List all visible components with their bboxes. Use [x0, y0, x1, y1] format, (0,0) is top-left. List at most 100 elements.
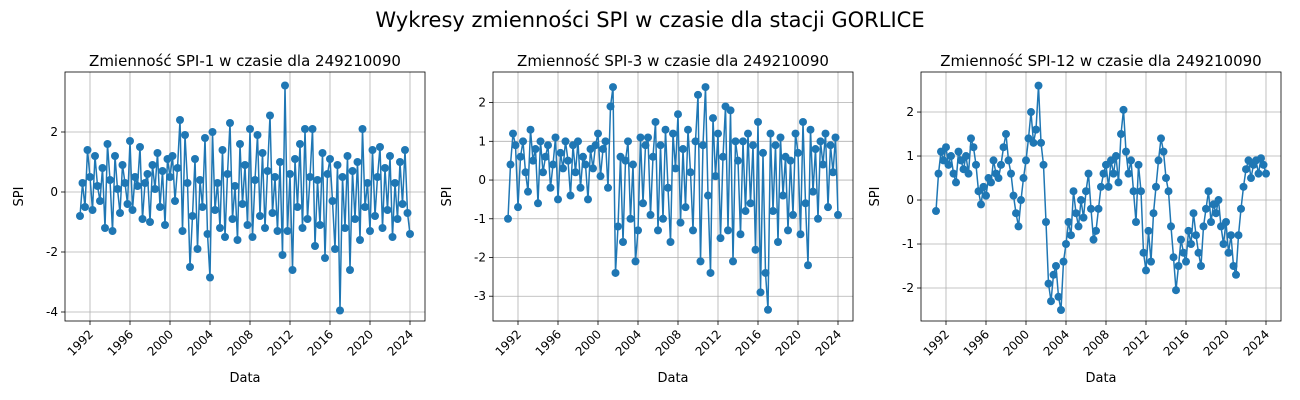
- point: [196, 176, 204, 184]
- point: [696, 257, 705, 266]
- point: [574, 137, 582, 146]
- point: [233, 236, 242, 244]
- point: [281, 81, 289, 90]
- point: [253, 131, 262, 139]
- point: [614, 222, 622, 231]
- point: [666, 238, 675, 247]
- point: [1029, 138, 1038, 147]
- point: [636, 133, 645, 142]
- point: [393, 215, 402, 223]
- point: [726, 106, 735, 115]
- point: [934, 169, 943, 178]
- point: [536, 137, 545, 146]
- point: [661, 125, 670, 134]
- point: [826, 141, 835, 150]
- point: [1179, 248, 1188, 257]
- axes-title: Zmienność SPI-12 w czasie dla 249210090: [940, 52, 1261, 70]
- point: [76, 212, 84, 220]
- point: [151, 185, 159, 193]
- y-tick-label: 2: [478, 96, 486, 110]
- point: [621, 156, 630, 165]
- point: [1189, 209, 1198, 218]
- point: [639, 199, 647, 208]
- point: [1004, 156, 1013, 165]
- point: [1057, 306, 1065, 315]
- axes-title: Zmienność SPI-3 w czasie dla 249210090: [517, 52, 829, 70]
- point: [1254, 169, 1263, 178]
- point: [83, 146, 92, 154]
- point: [111, 152, 119, 160]
- point: [1139, 248, 1148, 257]
- point: [609, 83, 617, 92]
- point: [1067, 231, 1075, 240]
- y-tick-label: 0: [478, 173, 486, 187]
- point: [1182, 257, 1190, 266]
- point: [128, 206, 137, 214]
- point: [656, 141, 665, 150]
- axes-frame: [920, 71, 1282, 322]
- point: [759, 148, 767, 157]
- point: [706, 268, 715, 277]
- point: [641, 141, 650, 150]
- point: [178, 227, 187, 235]
- point: [626, 214, 635, 223]
- point: [511, 141, 520, 150]
- y-tick-label: -4: [46, 305, 58, 319]
- y-tick-label: 2: [50, 125, 58, 139]
- point: [1042, 218, 1050, 227]
- y-tick-label: -3: [474, 289, 486, 303]
- point: [323, 170, 332, 178]
- point: [123, 200, 132, 208]
- point: [674, 110, 682, 119]
- point: [534, 199, 542, 208]
- point: [596, 172, 605, 181]
- point: [624, 137, 632, 146]
- point: [383, 206, 392, 214]
- x-axis-label: Data: [229, 371, 260, 386]
- point: [93, 182, 102, 190]
- point: [962, 152, 970, 161]
- point: [363, 179, 372, 187]
- point: [764, 305, 772, 314]
- point: [791, 129, 800, 138]
- point: [932, 207, 940, 216]
- point: [1184, 226, 1193, 235]
- point: [213, 179, 222, 187]
- point: [378, 224, 387, 232]
- point: [1219, 240, 1228, 249]
- point: [619, 238, 627, 247]
- point: [1234, 231, 1243, 240]
- point: [116, 209, 124, 217]
- point: [336, 306, 344, 315]
- point: [338, 173, 347, 181]
- point: [236, 140, 244, 148]
- point: [158, 167, 167, 175]
- point: [952, 178, 960, 187]
- point: [744, 129, 752, 138]
- point: [516, 152, 525, 161]
- point: [168, 152, 177, 160]
- point: [328, 197, 337, 205]
- point: [198, 203, 207, 211]
- point: [546, 183, 555, 192]
- point: [987, 178, 995, 187]
- point: [1117, 130, 1125, 139]
- point: [401, 146, 409, 154]
- point: [1154, 156, 1163, 165]
- point: [256, 212, 264, 220]
- point: [186, 263, 194, 271]
- point: [1064, 218, 1073, 227]
- point: [1204, 187, 1213, 196]
- point: [629, 160, 637, 169]
- point: [994, 174, 1003, 183]
- point: [654, 226, 662, 235]
- point: [191, 155, 199, 163]
- point: [541, 152, 550, 161]
- point: [631, 257, 640, 266]
- point: [1172, 286, 1180, 295]
- x-axis-label: Data: [1085, 371, 1116, 386]
- point: [786, 156, 795, 165]
- axes-title: Zmienność SPI-1 w czasie dla 249210090: [89, 52, 401, 70]
- point: [1119, 105, 1128, 114]
